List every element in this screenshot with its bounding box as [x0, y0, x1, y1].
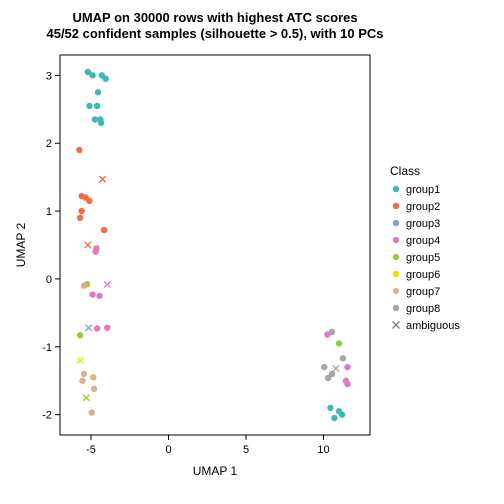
legend: group1 group2 group3 group4 group5 group6 grou…	[393, 184, 461, 332]
x-axis-label: UMAP 1	[193, 464, 238, 478]
title-line-1: UMAP on 30000 rows with highest ATC scor…	[72, 10, 357, 25]
plot-frame	[60, 55, 370, 435]
svg-text:group3: group3	[406, 218, 440, 230]
x-ticks: -5 0 5 10	[86, 435, 330, 456]
svg-text:5: 5	[243, 444, 249, 456]
svg-text:0: 0	[46, 274, 52, 286]
svg-text:-1: -1	[42, 342, 52, 354]
svg-text:group5: group5	[406, 252, 440, 264]
svg-text:1: 1	[46, 206, 52, 218]
svg-text:0: 0	[165, 444, 171, 456]
scatter-points	[76, 69, 351, 421]
legend-title: Class	[390, 164, 420, 178]
y-axis-label: UMAP 2	[14, 222, 28, 267]
svg-text:10: 10	[317, 444, 329, 456]
umap-scatter: UMAP on 30000 rows with highest ATC scor…	[0, 0, 504, 504]
svg-text:group4: group4	[406, 235, 440, 247]
svg-text:group8: group8	[406, 303, 440, 315]
title-line-2: 45/52 confident samples (silhouette > 0.…	[46, 26, 383, 41]
svg-text:group7: group7	[406, 286, 440, 298]
svg-text:-2: -2	[42, 410, 52, 422]
y-ticks: -2 -1 0 1 2 3	[42, 70, 60, 421]
svg-text:ambiguous: ambiguous	[406, 320, 460, 332]
svg-text:-5: -5	[86, 444, 96, 456]
svg-text:group2: group2	[406, 201, 440, 213]
svg-text:group1: group1	[406, 184, 440, 196]
svg-text:3: 3	[46, 70, 52, 82]
svg-text:group6: group6	[406, 269, 440, 281]
svg-text:2: 2	[46, 138, 52, 150]
